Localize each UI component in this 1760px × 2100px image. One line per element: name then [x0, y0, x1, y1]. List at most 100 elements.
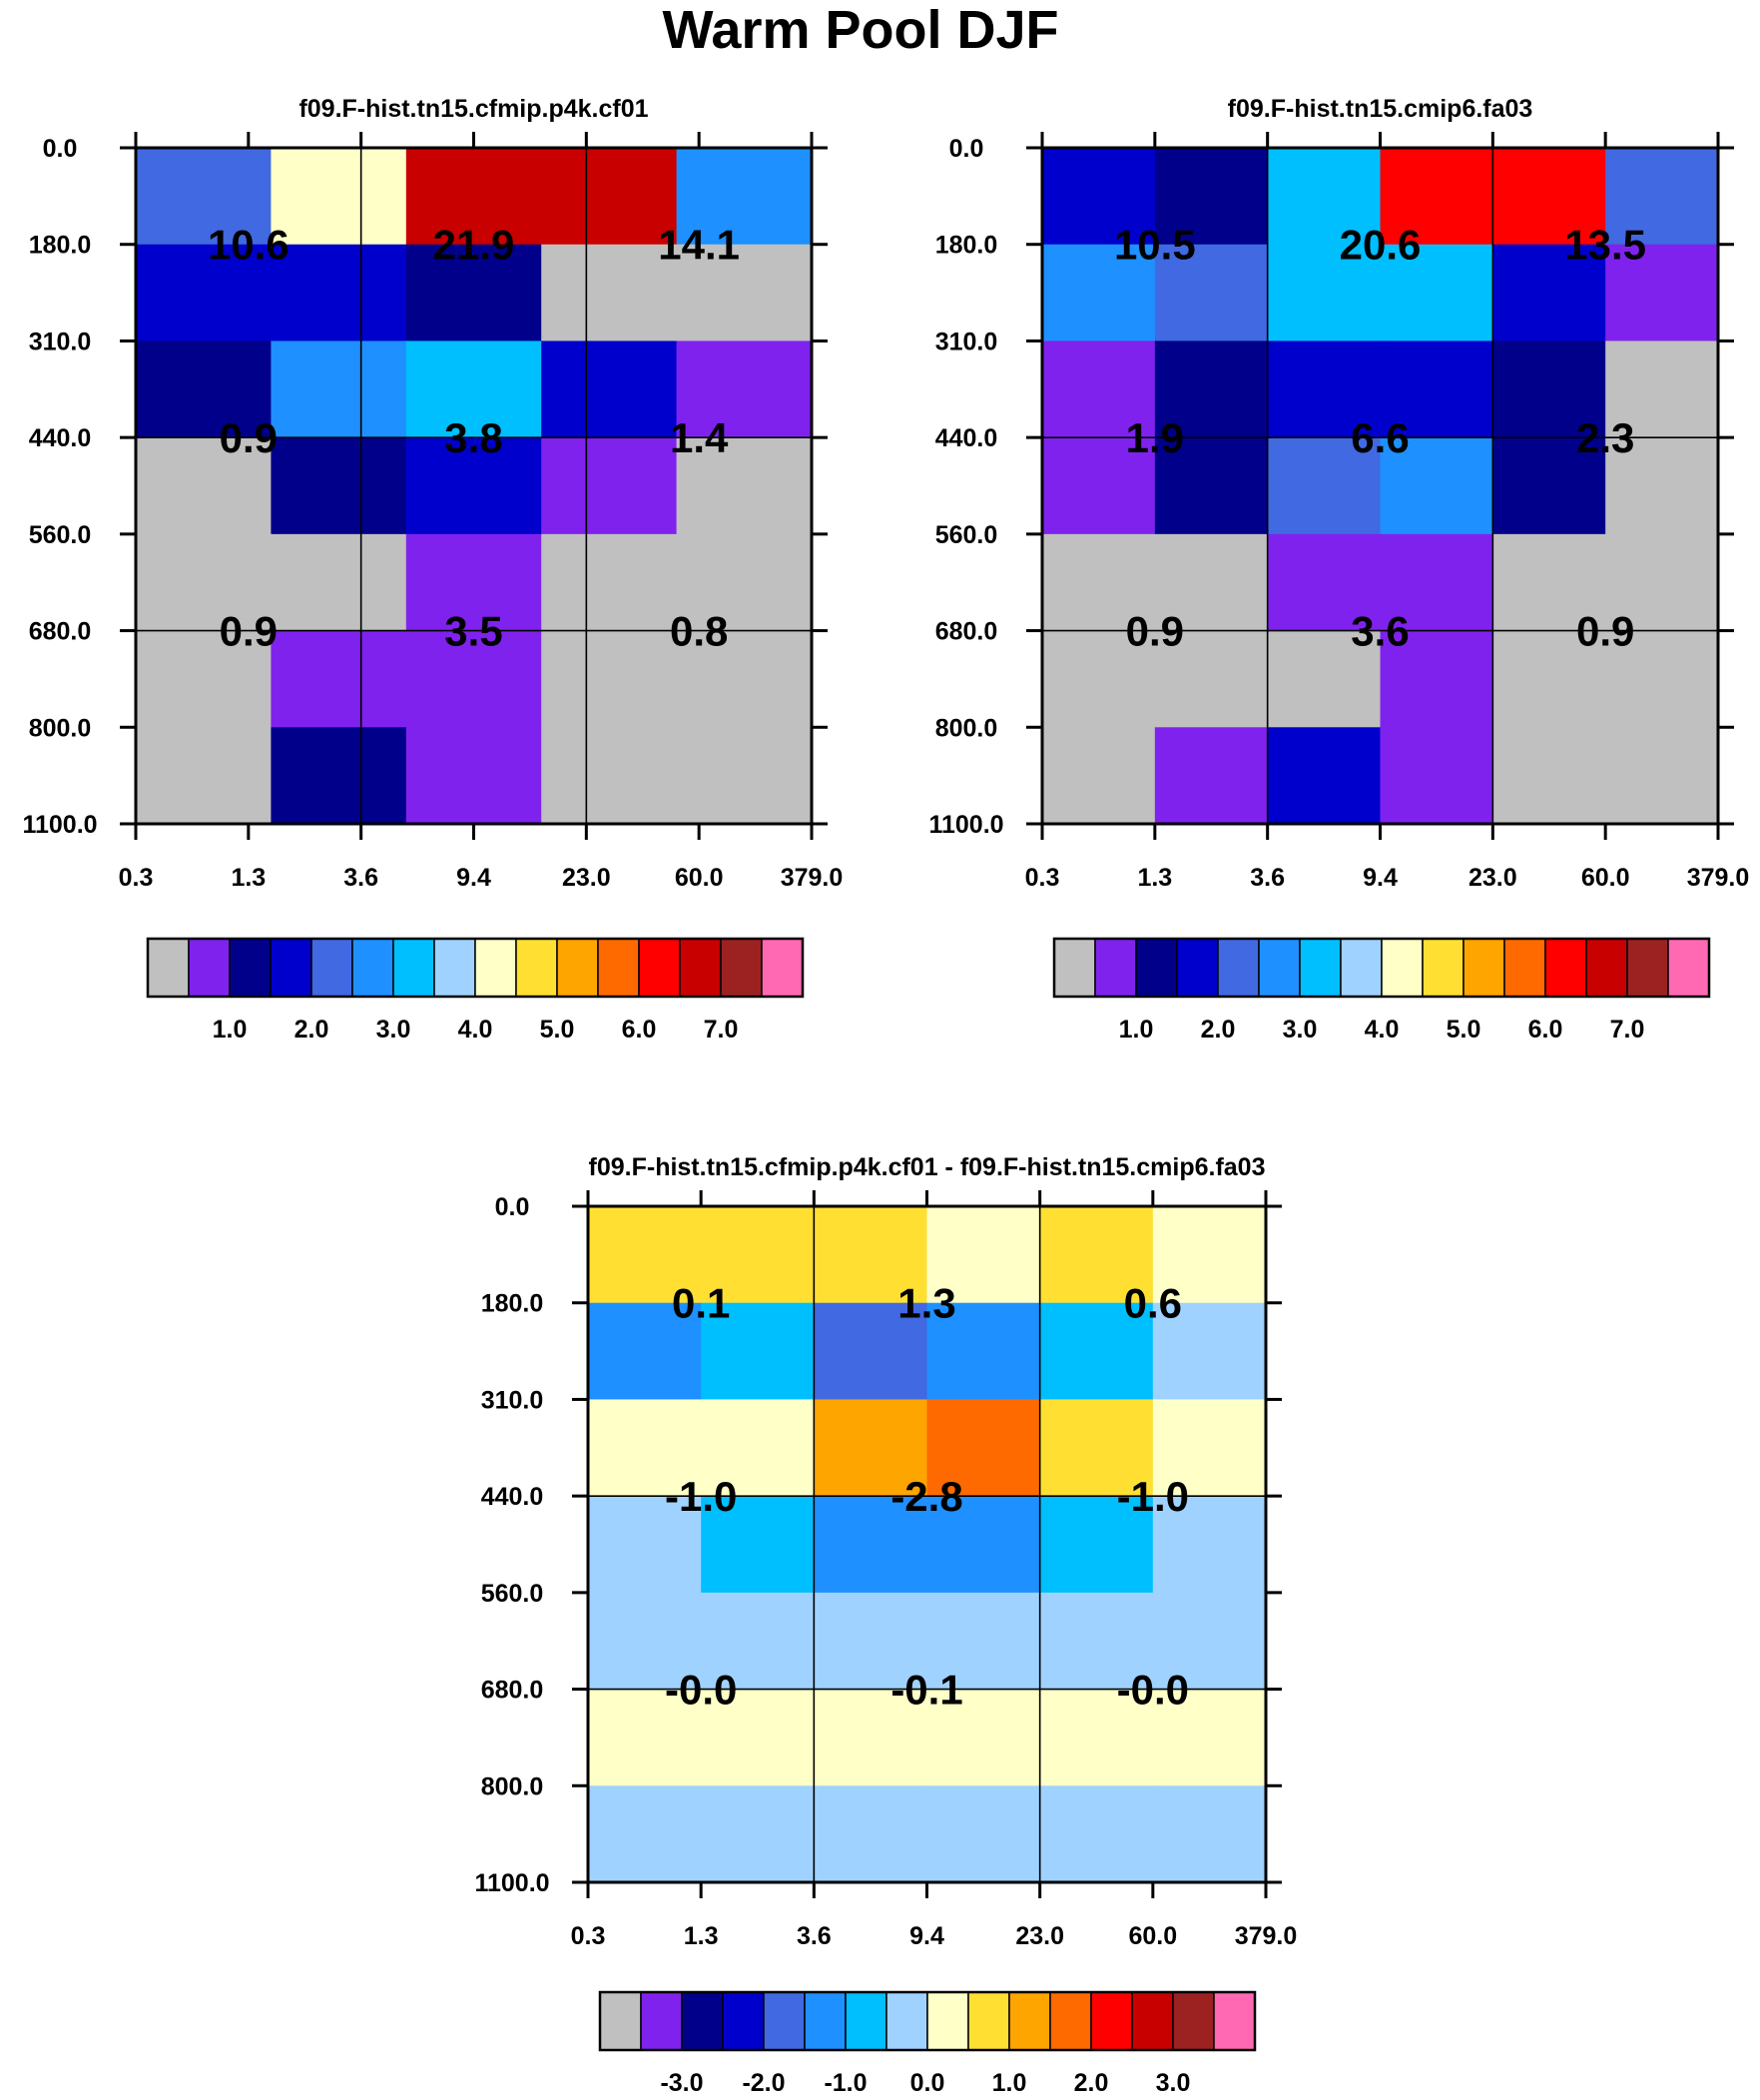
block-total-label: 10.6 — [208, 222, 290, 269]
colorbar-swatch — [1008, 1991, 1051, 2051]
heatmap-cell — [926, 1689, 1041, 1786]
colorbar-label: 3.0 — [1156, 2069, 1191, 2097]
heatmap-cell — [588, 1689, 702, 1786]
heatmap-cell — [1039, 1592, 1154, 1691]
block-total-label: 0.9 — [1576, 608, 1634, 655]
heatmap-cell — [1492, 533, 1606, 632]
heatmap-cell — [1605, 148, 1719, 246]
colorbar-label: 6.0 — [622, 1016, 657, 1044]
heatmap-cell — [405, 533, 542, 632]
colorbar-label: 2.0 — [1074, 2069, 1109, 2097]
colorbar-swatch — [804, 1991, 847, 2051]
heatmap-cell — [926, 1592, 1041, 1691]
heatmap-cell — [1042, 437, 1156, 535]
heatmap-cell — [926, 1206, 1041, 1304]
colorbar-swatch — [515, 938, 558, 998]
colorbar-swatch — [1172, 1991, 1215, 2051]
x-tick-label: 60.0 — [1128, 1922, 1177, 1950]
heatmap-cell — [405, 244, 542, 343]
block-total-label: 0.1 — [672, 1280, 730, 1327]
block-total-label: 1.3 — [897, 1280, 955, 1327]
heatmap-cell — [271, 341, 407, 438]
panel-title: f09.F-hist.tn15.cfmip.p4k.cf01 — [298, 95, 648, 123]
x-tick-label: 9.4 — [1363, 864, 1398, 892]
heatmap-cell — [405, 437, 542, 535]
colorbar-swatch — [1299, 938, 1342, 998]
colorbar-swatch — [1213, 1991, 1256, 2051]
colorbar-swatch — [474, 938, 517, 998]
heatmap-cell — [1152, 1785, 1267, 1883]
y-tick-label: 560.0 — [29, 521, 92, 549]
x-tick-label: 23.0 — [1468, 864, 1517, 892]
heatmap-cell — [701, 1399, 815, 1497]
block-total-label: 0.9 — [1126, 608, 1184, 655]
heatmap-cell — [1605, 437, 1719, 535]
colorbar-swatch — [722, 1991, 765, 2051]
colorbar-frame — [146, 937, 805, 999]
heatmap-cell — [926, 1785, 1041, 1883]
y-tick-label: 680.0 — [481, 1677, 544, 1705]
colorbar-swatch — [926, 1991, 969, 2051]
block-total-label: 0.8 — [670, 608, 728, 655]
y-tick-label: 1100.0 — [928, 811, 1003, 839]
y-tick-label: 440.0 — [29, 424, 92, 452]
heatmap-cell — [1042, 148, 1156, 246]
y-tick-label: 0.0 — [43, 135, 78, 163]
heatmap-cell — [1492, 727, 1606, 825]
heatmap-cell — [1152, 1496, 1267, 1594]
block-total-label: 21.9 — [433, 222, 515, 269]
heatmap-cell — [1380, 533, 1493, 632]
heatmap-cell — [271, 437, 407, 535]
heatmap-cell — [1267, 437, 1382, 535]
block-total-label: 0.6 — [1124, 1280, 1182, 1327]
x-tick-label: 3.6 — [343, 864, 378, 892]
colorbar-swatch — [188, 938, 231, 998]
block-total-label: 0.9 — [220, 414, 278, 461]
x-tick-label: 1.3 — [684, 1922, 719, 1950]
heatmap-cell — [676, 437, 813, 535]
heatmap-cell — [926, 1302, 1041, 1401]
heatmap-cell — [676, 727, 813, 825]
colorbar-swatch — [1176, 938, 1219, 998]
x-tick-label: 0.3 — [1025, 864, 1060, 892]
x-tick-label: 0.3 — [119, 864, 154, 892]
heatmap-cell — [701, 1496, 815, 1594]
heatmap-cell — [926, 1399, 1041, 1497]
colorbar-swatch — [1422, 938, 1465, 998]
heatmap-cell — [1380, 727, 1493, 825]
colorbar-swatch — [638, 938, 681, 998]
heatmap-cell — [1039, 1496, 1154, 1594]
block-total-label: -0.0 — [1117, 1667, 1189, 1714]
heatmap-cell — [926, 1496, 1041, 1594]
block-total-label: 2.3 — [1576, 414, 1634, 461]
heatmap-cell — [588, 1206, 702, 1304]
panel-fa03: f09.F-hist.tn15.cmip6.fa03 0.0 180.0 310.0 4… — [928, 95, 1749, 1044]
heatmap-cell — [588, 1785, 702, 1883]
colorbar-swatch — [885, 1991, 928, 2051]
heatmap-cell — [676, 244, 813, 343]
heatmap-cell — [541, 533, 678, 632]
heatmap-cell — [1039, 1302, 1154, 1401]
heatmap-cell — [1380, 437, 1493, 535]
heatmap-cell — [1039, 1785, 1154, 1883]
colorbar-swatch — [599, 1991, 642, 2051]
heatmap-cell — [1042, 533, 1156, 632]
heatmap-cell — [588, 1496, 702, 1594]
heatmap-cell — [676, 148, 813, 246]
heatmap-cell — [1154, 244, 1269, 343]
heatmap-cell — [1154, 341, 1269, 438]
heatmap-cell — [1152, 1689, 1267, 1786]
colorbar-swatch — [1503, 938, 1546, 998]
x-tick-label: 23.0 — [1015, 1922, 1064, 1950]
x-tick-label: 3.6 — [1250, 864, 1285, 892]
colorbar-swatch — [763, 1991, 806, 2051]
colorbar-swatch — [147, 938, 190, 998]
colorbar-swatch — [761, 938, 804, 998]
heatmap-cell — [271, 244, 407, 343]
heatmap-cell — [1152, 1592, 1267, 1691]
heatmap-cell — [136, 341, 272, 438]
heatmap-cell — [1154, 148, 1269, 246]
heatmap-cell — [814, 1302, 928, 1401]
colorbar-swatch — [1381, 938, 1424, 998]
y-tick-label: 800.0 — [935, 714, 998, 742]
